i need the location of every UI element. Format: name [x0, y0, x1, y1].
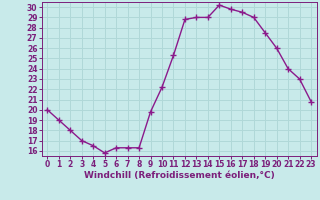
X-axis label: Windchill (Refroidissement éolien,°C): Windchill (Refroidissement éolien,°C) — [84, 171, 275, 180]
